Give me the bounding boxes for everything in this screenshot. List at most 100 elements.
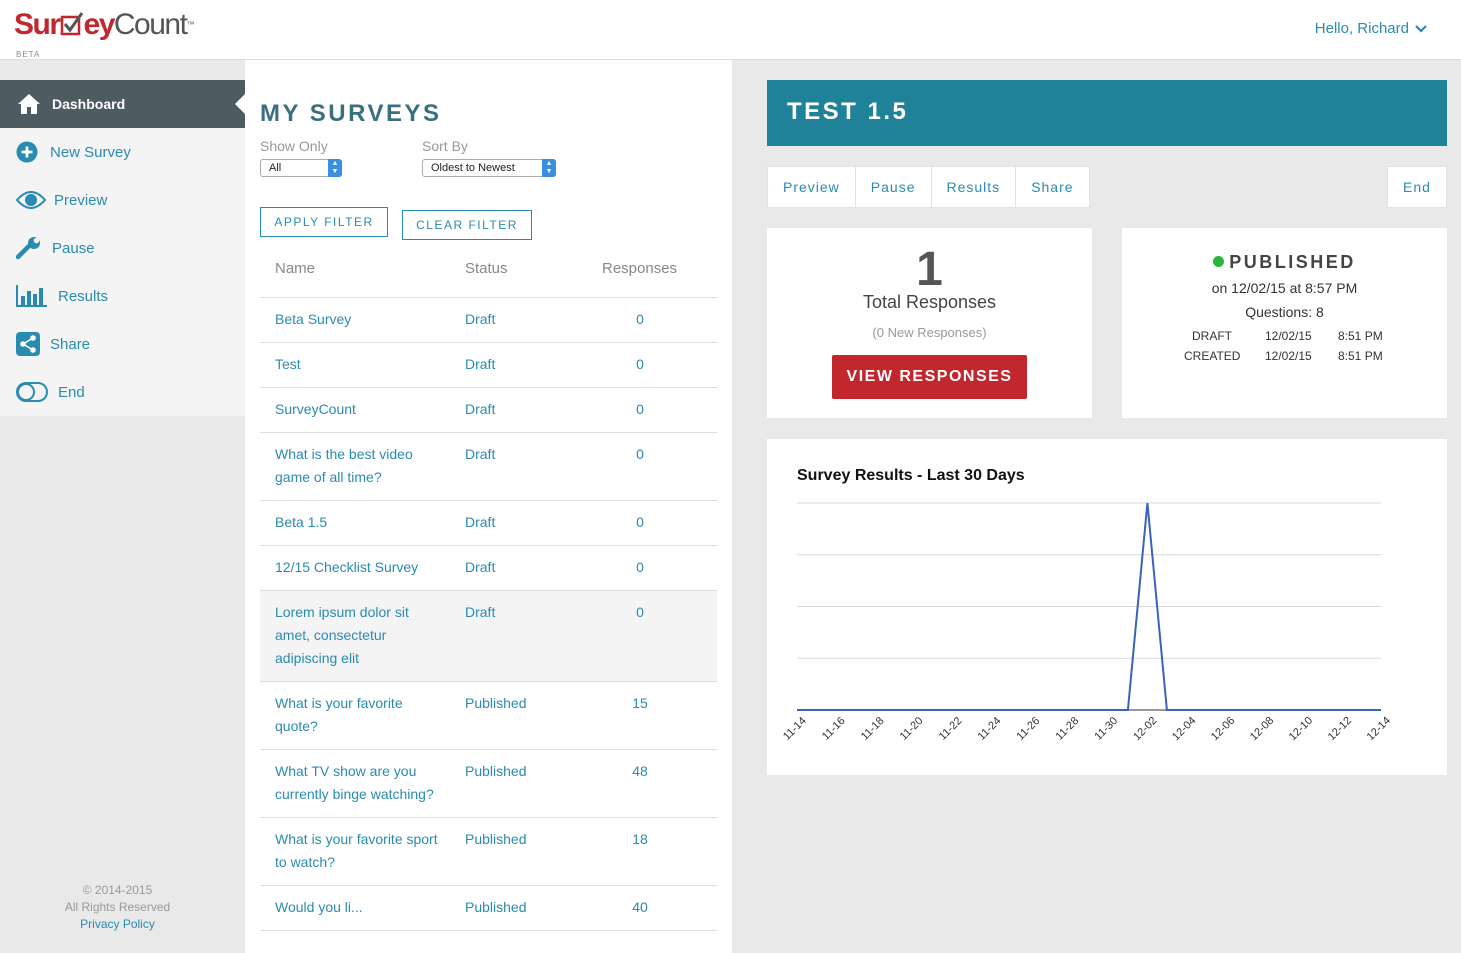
chart-title: Survey Results - Last 30 Days	[797, 467, 1025, 484]
sidebar-item-label: Dashboard	[52, 96, 126, 112]
privacy-policy-link[interactable]: Privacy Policy	[80, 917, 155, 931]
survey-name[interactable]: What is your favorite quote?	[275, 695, 403, 734]
survey-responses: 40	[632, 899, 648, 915]
column-header-name[interactable]: Name	[275, 260, 316, 277]
publish-status: PUBLISHED	[1122, 252, 1447, 273]
surveycount-logo[interactable]: Sur eyCount™ BETA	[14, 8, 195, 59]
survey-responses: 15	[632, 695, 648, 711]
plus-circle-icon	[16, 139, 38, 165]
sidebar-item-preview[interactable]: Preview	[0, 176, 245, 224]
table-row[interactable]: What is your favorite sport to watch? Pub…	[260, 818, 717, 886]
survey-responses: 0	[636, 514, 644, 530]
sidebar-item-results[interactable]: Results	[0, 272, 245, 320]
table-row[interactable]: What TV show are you currently binge wat…	[260, 750, 717, 818]
survey-status: Published	[465, 899, 527, 915]
x-tick-label: 11-28	[1054, 715, 1082, 743]
survey-name[interactable]: SurveyCount	[275, 401, 356, 417]
page-title: MY SURVEYS	[260, 100, 442, 127]
x-tick-label: 12-02	[1131, 715, 1159, 743]
user-greeting: Hello, Richard	[1314, 20, 1409, 37]
sidebar-item-label: Preview	[54, 191, 108, 209]
bar-chart-icon	[16, 283, 48, 309]
survey-name[interactable]: Beta 1.5	[275, 514, 328, 530]
survey-action-tabs: Preview Pause Results Share	[767, 166, 1090, 208]
trademark: ™	[186, 20, 195, 29]
survey-name[interactable]: What TV show are you currently binge wat…	[275, 763, 434, 802]
sidebar-nav: Dashboard New Survey Preview Pause Resul…	[0, 80, 245, 416]
logo-text-ey: ey	[83, 8, 116, 41]
x-tick-label: 11-14	[781, 715, 809, 743]
meta-time: 8:51 PM	[1338, 349, 1383, 363]
x-tick-label: 11-18	[859, 715, 887, 743]
table-row[interactable]: What is your favorite quote? Published 15	[260, 682, 717, 750]
meta-date: 12/02/15	[1265, 349, 1312, 363]
survey-name[interactable]: What is the best video game of all time?	[275, 446, 413, 485]
sidebar-item-label: Pause	[52, 239, 95, 257]
sidebar-item-share[interactable]: Share	[0, 320, 245, 368]
survey-status: Published	[465, 695, 527, 711]
survey-responses: 0	[636, 311, 644, 327]
question-count: Questions: 8	[1245, 304, 1324, 320]
tab-share[interactable]: Share	[1031, 179, 1074, 195]
survey-title: TEST 1.5	[787, 98, 909, 125]
tab-results[interactable]: Results	[932, 167, 1017, 207]
survey-status: Published	[465, 831, 527, 847]
apply-filter-button[interactable]: APPLY FILTER	[260, 207, 388, 237]
x-tick-label: 12-06	[1209, 715, 1237, 743]
column-header-responses[interactable]: Responses	[602, 260, 678, 277]
sidebar-item-new-survey[interactable]: New Survey	[0, 128, 245, 176]
x-tick-label: 12-12	[1326, 715, 1354, 743]
status-dot-icon	[1213, 256, 1225, 267]
tab-preview[interactable]: Preview	[768, 167, 856, 207]
sidebar-footer: © 2014-2015 All Rights Reserved Privacy …	[0, 882, 235, 933]
sidebar-item-dashboard[interactable]: Dashboard	[0, 80, 245, 128]
sort-by-select[interactable]: Oldest to Newest ▲ ▼	[422, 159, 556, 177]
survey-status: Draft	[465, 311, 496, 327]
survey-status: Published	[465, 763, 527, 779]
table-row[interactable]: Beta Survey Draft 0	[260, 298, 717, 343]
logo-text-sur: Sur	[14, 8, 61, 41]
sidebar-item-label: End	[58, 383, 85, 401]
show-only-select[interactable]: All ▲ ▼	[260, 159, 342, 177]
column-header-status[interactable]: Status	[465, 260, 508, 277]
results-chart-card: Survey Results - Last 30 Days 11-14 11-16…	[767, 439, 1447, 775]
app-header: Sur eyCount™ BETA Hello, Richard	[0, 0, 1461, 60]
tab-end[interactable]: End	[1387, 166, 1447, 208]
survey-name[interactable]: Test	[275, 356, 301, 372]
meta-label: CREATED	[1184, 349, 1241, 363]
table-row[interactable]: Would you li... Published 40	[260, 886, 717, 931]
survey-name[interactable]: Would you li...	[275, 899, 363, 915]
survey-name[interactable]: 12/15 Checklist Survey	[275, 559, 419, 575]
x-tick-label: 11-22	[937, 715, 965, 743]
survey-list-panel: MY SURVEYS Show Only All ▲ ▼ Sort By Olde…	[245, 60, 732, 953]
logo-text-count: Count	[113, 8, 188, 41]
table-row[interactable]: What is the best video game of all time?…	[260, 433, 717, 501]
table-row[interactable]: SurveyCount Draft 0	[260, 388, 717, 433]
home-icon	[16, 91, 42, 117]
sidebar-item-pause[interactable]: Pause	[0, 224, 245, 272]
survey-name[interactable]: What is your favorite sport to watch?	[275, 831, 438, 870]
survey-status: Draft	[465, 559, 496, 575]
survey-name[interactable]: Beta Survey	[275, 311, 352, 327]
sidebar-item-end[interactable]: End	[0, 368, 245, 416]
user-menu[interactable]: Hello, Richard	[1315, 20, 1427, 37]
copyright-text: © 2014-2015	[82, 883, 153, 897]
x-tick-label: 11-26	[1015, 715, 1043, 743]
beta-label: BETA	[16, 50, 41, 59]
survey-responses: 0	[636, 356, 644, 372]
sidebar-item-label: Share	[50, 335, 91, 353]
checkbox-logo-icon	[60, 12, 83, 36]
view-responses-button[interactable]: VIEW RESPONSES	[832, 355, 1027, 399]
table-row-hovered[interactable]: Lorem ipsum dolor sit amet, consectetur …	[260, 591, 717, 682]
meta-time: 8:51 PM	[1338, 329, 1383, 343]
table-row[interactable]: Beta 1.5 Draft 0	[260, 501, 717, 546]
survey-name[interactable]: Lorem ipsum dolor sit amet, consectetur …	[275, 604, 409, 666]
tab-pause[interactable]: Pause	[856, 167, 932, 207]
sort-by-label: Sort By	[422, 138, 468, 154]
table-row[interactable]: Test Draft 0	[260, 343, 717, 388]
survey-status: Draft	[465, 446, 496, 462]
table-row[interactable]: 12/15 Checklist Survey Draft 0	[260, 546, 717, 591]
survey-status: Draft	[465, 514, 496, 530]
clear-filter-button[interactable]: CLEAR FILTER	[402, 210, 532, 240]
sidebar-item-label: New Survey	[50, 143, 131, 161]
